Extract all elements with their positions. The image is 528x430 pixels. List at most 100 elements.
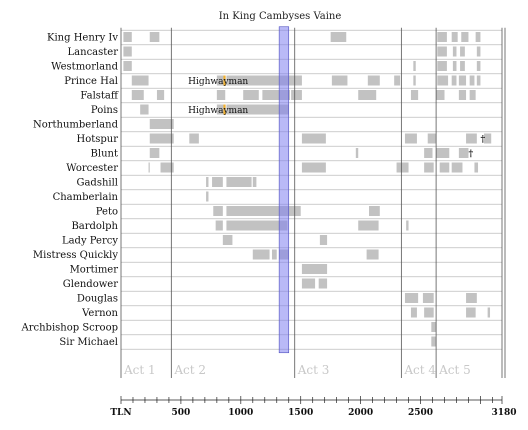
presence-bar: [319, 235, 328, 245]
presence-bar: [358, 220, 379, 231]
presence-bar: [140, 104, 149, 115]
presence-bar: [466, 293, 477, 303]
chart-title: In King Cambyses Vaine: [219, 11, 342, 22]
presence-bar: [148, 162, 150, 173]
presence-bar: [301, 264, 328, 274]
presence-bar: [301, 133, 326, 144]
presence-bar: [466, 307, 476, 318]
character-label: Douglas: [77, 294, 118, 305]
presence-bar: [410, 307, 417, 318]
presence-bar: [436, 148, 450, 158]
presence-bar: [413, 75, 416, 86]
presence-bar: [404, 133, 417, 144]
presence-bar: [149, 148, 160, 158]
character-label: Northumberland: [33, 120, 119, 131]
role-annotation: Highwayman: [188, 77, 248, 87]
act-label: Act 2: [173, 363, 206, 377]
character-label: Bardolph: [71, 221, 118, 232]
presence-bar: [461, 32, 469, 42]
presence-bar: [452, 46, 457, 57]
presence-bar: [215, 220, 223, 231]
act-label: Act 3: [297, 363, 330, 377]
presence-bar: [226, 75, 302, 86]
character-label: Archbishop Scroop: [21, 323, 119, 334]
character-label: Mistress Quickly: [33, 250, 118, 261]
act-lines-layer: Act 1 Act 2 Act 3 Act 4 Act 5: [120, 27, 506, 378]
presence-bar: [424, 162, 434, 173]
presence-bar: [394, 75, 401, 86]
presence-bar: [436, 90, 445, 100]
presence-bar: [466, 133, 477, 144]
character-label: Glendower: [63, 279, 118, 290]
presence-bar: [404, 293, 419, 303]
presence-bar: [475, 32, 481, 42]
presence-bar: [369, 206, 380, 216]
character-label: Peto: [96, 207, 118, 218]
presence-bar: [216, 104, 226, 115]
presence-bar: [367, 75, 380, 86]
character-label: Blunt: [91, 149, 118, 160]
presence-bar: [123, 32, 132, 42]
presence-bar: [452, 61, 457, 71]
presence-bar: [396, 162, 409, 173]
presence-bar: [458, 148, 469, 158]
presence-bar: [476, 46, 481, 57]
character-label: Sir Michael: [59, 337, 118, 348]
presence-bar: [226, 206, 301, 216]
presence-bar: [299, 90, 302, 100]
death-marker: †: [480, 135, 485, 145]
presence-bar: [222, 235, 233, 245]
presence-bar: [431, 336, 437, 347]
presence-bar: [226, 104, 289, 115]
presence-bar: [439, 162, 450, 173]
presence-bar: [149, 133, 174, 144]
presence-bar: [424, 148, 433, 158]
presence-bar: [451, 75, 457, 86]
presence-bar: [206, 177, 209, 187]
presence-bar: [487, 307, 491, 318]
x-axis: TLN 500 1000 1500 2000 2500 3180: [110, 396, 517, 418]
presence-bar: [301, 162, 326, 173]
x-tick-label: 1000: [228, 408, 253, 418]
presence-bar: [123, 61, 132, 71]
x-tick-label: 1500: [288, 408, 313, 418]
presence-bar: [427, 133, 437, 144]
annotations-layer: Highwayman Highwayman † †: [188, 77, 485, 160]
grid-layer: [121, 29, 502, 350]
presence-bar: [331, 75, 348, 86]
presence-bar: [226, 177, 252, 187]
presence-bar: [437, 61, 447, 71]
character-label: Lady Percy: [62, 236, 118, 247]
presence-bar: [226, 220, 288, 231]
character-labels-layer: King Henry Iv Lancaster Westmorland Prince …: [21, 33, 119, 349]
presence-bar: [160, 162, 174, 173]
highlight-band: [278, 26, 290, 354]
presence-bar: [460, 61, 465, 71]
presence-bar: [484, 133, 492, 144]
presence-bar: [291, 90, 301, 100]
character-label: Hotspur: [76, 134, 118, 145]
act-label: Act 5: [438, 363, 471, 377]
presence-bar: [252, 249, 270, 260]
presence-bar: [410, 90, 419, 100]
accent-mark: [223, 104, 226, 115]
presence-bar: [301, 278, 316, 289]
presence-bar: [366, 249, 379, 260]
presence-bar: [422, 293, 434, 303]
x-tick-label-max: 3180: [491, 408, 516, 418]
presence-bar: [212, 177, 223, 187]
character-label: Westmorland: [51, 62, 118, 73]
presence-bar: [216, 90, 226, 100]
presence-bar: [460, 46, 465, 57]
accent-mark: [223, 75, 226, 86]
presence-bar: [330, 32, 347, 42]
character-label: Gadshill: [76, 178, 118, 189]
presence-bar: [206, 191, 209, 202]
presence-bar: [252, 177, 257, 187]
presence-bar: [437, 75, 449, 86]
presence-bar: [458, 75, 467, 86]
highlight-layer: [278, 26, 290, 354]
presence-bar: [189, 133, 199, 144]
presence-bar: [469, 75, 475, 86]
presence-bar: [149, 32, 160, 42]
